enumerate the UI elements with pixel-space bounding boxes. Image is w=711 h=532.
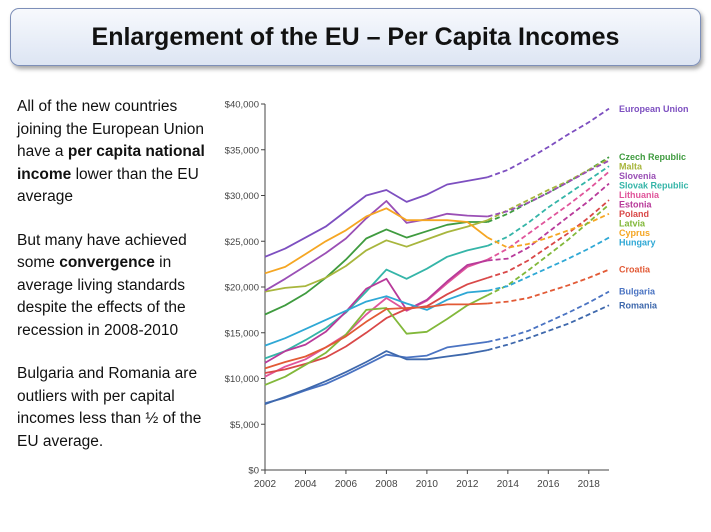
series-projection-hungary (487, 236, 610, 292)
series-projection-romania (487, 304, 610, 351)
paragraph-2-text-a: But many have achieved some (17, 231, 187, 272)
x-tick-label: 2004 (294, 479, 317, 490)
y-tick-label: $40,000 (225, 100, 259, 111)
paragraph-3: Bulgaria and Romania are outliers with p… (17, 365, 202, 450)
series-line-european-union (264, 176, 488, 258)
y-tick-label: $35,000 (225, 145, 259, 156)
x-tick-label: 2002 (254, 479, 277, 490)
income-line-chart: $0 $5,000 $10,000 $15,000 $20,000 $25,000 $30,… (225, 100, 689, 491)
left-text-panel: All of the new countries joining the Eur… (17, 96, 212, 474)
chart-lines (264, 107, 610, 405)
series-line-czech-republic (264, 221, 488, 316)
y-tick-label: $15,000 (225, 328, 259, 339)
y-tick-label: $10,000 (225, 374, 259, 385)
series-projection-malta (487, 158, 610, 222)
series-line-hungary (264, 289, 488, 347)
y-tick-label: $5,000 (230, 420, 259, 431)
series-line-bulgaria (264, 341, 488, 405)
legend-label: Romania (619, 300, 658, 310)
paragraph-1: All of the new countries joining the Eur… (17, 96, 212, 209)
x-tick-label: 2018 (578, 479, 601, 490)
series-line-cyprus (264, 207, 489, 275)
series-line-estonia (264, 259, 488, 364)
series-line-croatia (264, 302, 488, 370)
series-line-lithuania (264, 258, 488, 378)
paragraph-2: But many have achieved some convergence … (17, 230, 212, 343)
y-tick-label: $30,000 (225, 191, 259, 202)
paragraph-2-text-b: in average living standards despite the … (17, 254, 186, 339)
legend-label: Cyprus (619, 228, 650, 238)
y-tick-label: $0 (248, 466, 259, 477)
paragraph-1-text-a: All of the new countries joining the Eur… (17, 98, 204, 160)
series-line-romania (264, 349, 488, 405)
chart-axes: $0 $5,000 $10,000 $15,000 $20,000 $25,000 $30,… (225, 100, 609, 490)
series-projection-estonia (487, 182, 610, 262)
series-line-malta (264, 219, 488, 293)
series-projection-bulgaria (487, 290, 610, 343)
series-projection-european-union (487, 107, 610, 179)
series-projection-slovak-republic (487, 165, 610, 247)
legend-label: Hungary (619, 238, 656, 248)
slide-title: Enlargement of the EU – Per Capita Incom… (91, 22, 620, 51)
legend-label: Malta (619, 162, 643, 172)
legend-label: European Union (619, 104, 689, 114)
x-tick-label: 2010 (416, 479, 439, 490)
x-tick-label: 2008 (375, 479, 398, 490)
legend-label: Poland (619, 209, 649, 219)
paragraph-2-bold: convergence (59, 254, 155, 271)
paragraph-1-bold: per capita national income (17, 143, 205, 183)
y-tick-label: $20,000 (225, 283, 259, 294)
series-projection-slovenia (487, 159, 610, 218)
chart-legend: European Union Czech RepublicMaltaSloveni… (619, 104, 689, 310)
series-line-poland (264, 276, 488, 374)
x-tick-label: 2014 (497, 479, 520, 490)
series-projection-latvia (487, 204, 610, 297)
series-line-slovenia (264, 200, 488, 292)
legend-label: Slovak Republic (619, 181, 689, 191)
legend-label: Slovenia (619, 171, 657, 181)
series-projection-lithuania (487, 171, 610, 261)
legend-label: Croatia (619, 265, 651, 275)
legend-label: Lithuania (619, 190, 660, 200)
paragraph-1-text-b: lower than the EU average (17, 165, 199, 206)
series-line-slovak-republic (264, 244, 488, 360)
title-box: Enlargement of the EU – Per Capita Incom… (10, 8, 701, 66)
series-projection-croatia (487, 268, 610, 305)
y-tick-label: $25,000 (225, 237, 259, 248)
series-line-latvia (264, 294, 489, 386)
legend-label: Estonia (619, 200, 653, 210)
x-tick-label: 2006 (335, 479, 358, 490)
x-tick-label: 2016 (537, 479, 560, 490)
legend-label: Latvia (619, 219, 646, 229)
x-tick-label: 2012 (456, 479, 479, 490)
legend-label: Czech Republic (619, 152, 686, 162)
legend-label: Bulgaria (619, 287, 656, 297)
series-projection-poland (487, 199, 610, 279)
